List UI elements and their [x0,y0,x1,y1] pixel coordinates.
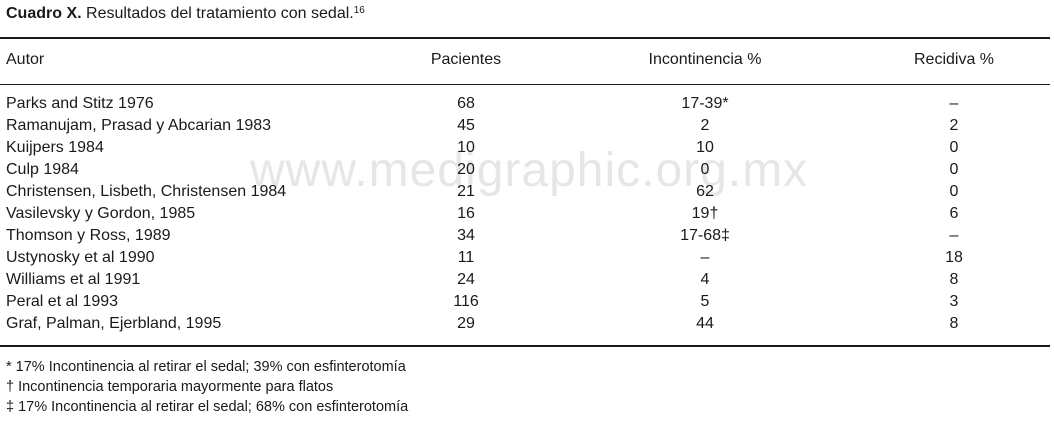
cell-incontinence: – [700,249,710,266]
cell-author: Culp 1984 [6,161,79,178]
cell-incontinence: 62 [696,183,714,200]
cell-recurrence: – [949,227,959,244]
cell-patients: 45 [457,117,475,134]
cell-recurrence: 8 [949,271,959,288]
table-row: Thomson y Ross, 1989 34 17-68‡ – [0,225,1054,247]
cell-incontinence: 44 [696,315,714,332]
caption-reference: 16 [353,5,365,16]
table-bottom-rule [0,345,1050,347]
cell-patients: 68 [457,95,475,112]
cell-recurrence: 2 [949,117,959,134]
header-recurrence: Recidiva % [913,51,995,68]
cell-patients: 24 [457,271,475,288]
cell-incontinence: 10 [696,139,714,156]
cell-recurrence: 0 [949,161,959,178]
table-row: Williams et al 1991 24 4 8 [0,269,1054,291]
cell-patients: 29 [457,315,475,332]
cell-incontinence: 0 [700,161,710,178]
cell-patients: 116 [453,293,479,310]
cell-recurrence: 6 [949,205,959,222]
table-row: Parks and Stitz 1976 68 17-39* – [0,93,1054,115]
footnote: † Incontinencia temporaria mayormente pa… [6,379,334,395]
footnote: ‡ 17% Incontinencia al retirar el sedal;… [6,399,409,415]
cell-author: Graf, Palman, Ejerbland, 1995 [6,315,222,332]
cell-author: Vasilevsky y Gordon, 1985 [6,205,196,222]
cell-incontinence: 2 [700,117,710,134]
table-caption: Cuadro X. Resultados del tratamiento con… [6,4,365,24]
cell-author: Williams et al 1991 [6,271,141,288]
cell-patients: 34 [457,227,475,244]
table-row: Graf, Palman, Ejerbland, 1995 29 44 8 [0,313,1054,335]
cell-patients: 16 [457,205,475,222]
header-author: Autor [6,51,45,68]
cell-recurrence: 18 [945,249,963,266]
table-row: Ramanujam, Prasad y Abcarian 1983 45 2 2 [0,115,1054,137]
footnotes: * 17% Incontinencia al retirar el sedal;… [6,357,408,417]
cell-incontinence: 5 [700,293,710,310]
cell-incontinence: 19† [691,205,719,222]
cell-patients: 11 [457,249,475,266]
cell-author: Christensen, Lisbeth, Christensen 1984 [6,183,287,200]
cell-patients: 20 [457,161,475,178]
footnote: * 17% Incontinencia al retirar el sedal;… [6,359,406,375]
header-patients: Pacientes [430,51,502,68]
cell-incontinence: 4 [700,271,710,288]
cell-recurrence: – [949,95,959,112]
cell-author: Kuijpers 1984 [6,139,104,156]
cell-patients: 21 [457,183,475,200]
header-incontinence: Incontinencia % [648,51,762,68]
table-row: Vasilevsky y Gordon, 1985 16 19† 6 [0,203,1054,225]
table-row: Peral et al 1993 116 5 3 [0,291,1054,313]
cell-patients: 10 [457,139,475,156]
cell-author: Thomson y Ross, 1989 [6,227,171,244]
cell-recurrence: 3 [949,293,959,310]
cell-incontinence: 17-68‡ [680,227,730,244]
table-row: Culp 1984 20 0 0 [0,159,1054,181]
table-row: Kuijpers 1984 10 10 0 [0,137,1054,159]
cell-author: Ustynosky et al 1990 [6,249,155,266]
table-row: Ustynosky et al 1990 11 – 18 [0,247,1054,269]
header-rule [0,84,1050,85]
caption-label: Cuadro X. [6,5,82,22]
cell-author: Parks and Stitz 1976 [6,95,154,112]
watermark: www.medigraphic.org.mx [250,144,809,197]
cell-author: Peral et al 1993 [6,293,119,310]
cell-recurrence: 0 [949,139,959,156]
caption-text: Resultados del tratamiento con sedal. [81,5,354,22]
cell-recurrence: 0 [949,183,959,200]
cell-recurrence: 8 [949,315,959,332]
table-body: Parks and Stitz 1976 68 17-39* – Ramanuj… [0,93,1054,335]
cell-incontinence: 17-39* [681,95,729,112]
table-top-rule [0,37,1050,39]
table-row: Christensen, Lisbeth, Christensen 1984 2… [0,181,1054,203]
cell-author: Ramanujam, Prasad y Abcarian 1983 [6,117,272,134]
